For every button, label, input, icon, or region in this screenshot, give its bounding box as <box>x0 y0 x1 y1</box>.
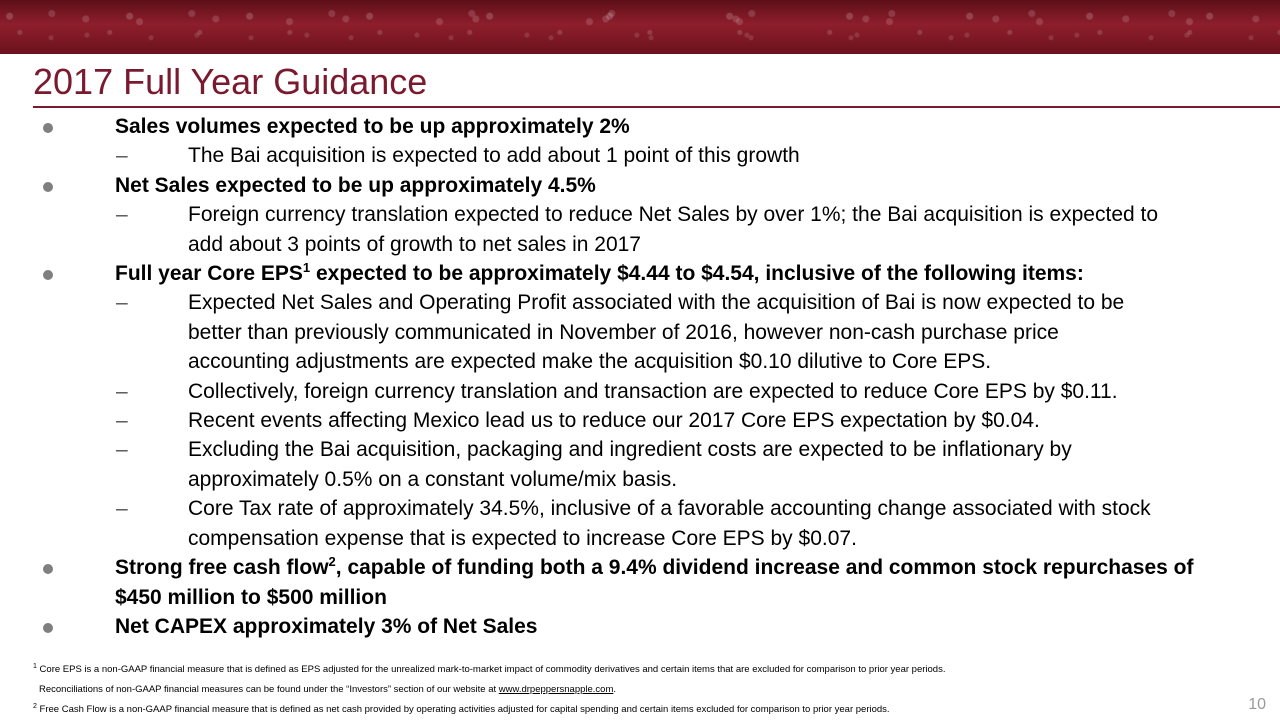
bullet-text: Strong free cash flow <box>115 556 329 580</box>
sub-bullet-continuation: compensation expense that is expected to… <box>0 524 1280 553</box>
dash-marker: – <box>116 497 128 521</box>
footnote-mark: 2 <box>33 702 37 710</box>
dash-marker: – <box>116 144 128 168</box>
sub-bullet-bai-dilution: – Expected Net Sales and Operating Profi… <box>0 288 1280 317</box>
footnote-text: Reconciliations of non-GAAP financial me… <box>39 684 499 695</box>
sub-bullet-bai-growth: – The Bai acquisition is expected to add… <box>0 141 1280 170</box>
bullet-text: Full year Core EPS <box>115 262 303 286</box>
footnote-2: 2 Free Cash Flow is a non-GAAP financial… <box>33 700 1233 720</box>
dash-marker: – <box>116 409 128 433</box>
sub-bullet-text: Core Tax rate of approximately 34.5%, in… <box>188 497 1151 521</box>
title-divider <box>33 106 1280 108</box>
sub-bullet-text: Expected Net Sales and Operating Profit … <box>188 291 1125 315</box>
sub-bullet-text: compensation expense that is expected to… <box>188 526 857 550</box>
footnotes: 1 Core EPS is a non-GAAP financial measu… <box>33 660 1233 720</box>
sub-bullet-fx-eps: – Collectively, foreign currency transla… <box>0 377 1280 406</box>
footnote-ref: 2 <box>328 554 336 570</box>
sub-bullet-text: better than previously communicated in N… <box>188 320 1059 344</box>
footnote-text: . <box>613 684 617 695</box>
bullet-text: Net Sales expected to be up approximatel… <box>115 173 596 197</box>
sub-bullet-continuation: add about 3 points of growth to net sale… <box>0 230 1280 259</box>
bullet-core-eps: Full year Core EPS1 expected to be appro… <box>0 259 1280 288</box>
dash-marker: – <box>116 438 128 462</box>
slide-title: 2017 Full Year Guidance <box>33 61 428 102</box>
sub-bullet-continuation: approximately 0.5% on a constant volume/… <box>0 465 1280 494</box>
bullet-dot <box>43 181 53 192</box>
sub-bullet-fx-translation: – Foreign currency translation expected … <box>0 200 1280 229</box>
sub-bullet-text: accounting adjustments are expected make… <box>188 350 992 374</box>
bullet-text: expected to be approximately $4.44 to $4… <box>310 262 1084 286</box>
sub-bullet-mexico: – Recent events affecting Mexico lead us… <box>0 406 1280 435</box>
header-banner <box>0 0 1280 54</box>
page-number: 10 <box>1248 696 1266 713</box>
footnote-text: Core EPS is a non-GAAP financial measure… <box>39 664 946 675</box>
footnote-1: 1 Core EPS is a non-GAAP financial measu… <box>33 660 1233 680</box>
sub-bullet-continuation: accounting adjustments are expected make… <box>0 347 1280 376</box>
bullet-text: Sales volumes expected to be up approxim… <box>115 115 630 138</box>
website-link[interactable]: www.drpeppersnapple.com <box>498 684 614 695</box>
sub-bullet-text: Excluding the Bai acquisition, packaging… <box>188 438 1072 462</box>
sub-bullet-text: Foreign currency translation expected to… <box>188 203 1159 227</box>
sub-bullet-tax-rate: – Core Tax rate of approximately 34.5%, … <box>0 494 1280 523</box>
bullet-sales-volumes: Sales volumes expected to be up approxim… <box>0 112 1280 141</box>
bullet-dot <box>43 622 53 633</box>
bullet-text: Net CAPEX approximately 3% of Net Sales <box>115 614 538 638</box>
sub-bullet-text: Collectively, foreign currency translati… <box>188 379 1118 403</box>
bullet-dot <box>43 564 53 575</box>
bullet-continuation: $450 million to $500 million <box>0 583 1280 612</box>
bullet-dot <box>43 123 53 133</box>
guidance-list: Sales volumes expected to be up approxim… <box>0 112 1280 641</box>
sub-bullet-text: Recent events affecting Mexico lead us t… <box>188 409 1040 433</box>
bullet-free-cash-flow: Strong free cash flow2, capable of fundi… <box>0 553 1280 582</box>
dash-marker: – <box>116 203 128 227</box>
footnote-ref: 1 <box>302 260 311 276</box>
footnote-text: Free Cash Flow is a non-GAAP financial m… <box>39 704 890 715</box>
bullet-text: , capable of funding both a 9.4% dividen… <box>335 556 1194 580</box>
footnote-mark: 1 <box>33 662 37 670</box>
footnote-1-continuation: Reconciliations of non-GAAP financial me… <box>33 680 1233 700</box>
bullet-text: $450 million to $500 million <box>115 585 387 609</box>
sub-bullet-text: approximately 0.5% on a constant volume/… <box>188 467 678 491</box>
sub-bullet-text: The Bai acquisition is expected to add a… <box>188 144 800 168</box>
sub-bullet-text: add about 3 points of growth to net sale… <box>188 232 641 256</box>
bullet-net-capex: Net CAPEX approximately 3% of Net Sales <box>0 612 1280 641</box>
bullet-dot <box>43 270 53 281</box>
dash-marker: – <box>116 291 128 315</box>
dash-marker: – <box>116 379 128 403</box>
bullet-net-sales: Net Sales expected to be up approximatel… <box>0 171 1280 200</box>
sub-bullet-inflation: – Excluding the Bai acquisition, packagi… <box>0 435 1280 464</box>
sub-bullet-continuation: better than previously communicated in N… <box>0 318 1280 347</box>
